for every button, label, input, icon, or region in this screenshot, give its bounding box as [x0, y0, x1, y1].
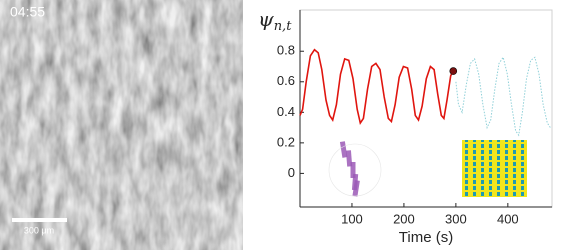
- x-tick-label: 300: [445, 211, 467, 226]
- y-label-symbol: ψ: [258, 7, 274, 31]
- timestamp: 04:55: [10, 4, 45, 20]
- series-line: [455, 56, 551, 137]
- current-point: [449, 67, 458, 75]
- plot: 0 0.2 0.4 0.6 0.8 100 200 300 400 Time (s) ψn,t: [258, 7, 553, 246]
- scale-bar: [12, 218, 67, 222]
- pattern-inset: [462, 140, 527, 197]
- x-tick-label: 400: [497, 211, 519, 226]
- x-tick-label: 100: [341, 211, 363, 226]
- y-tick-label: 0.2: [277, 134, 295, 149]
- y-tick-label: 0.4: [277, 104, 295, 119]
- rose-inset: [328, 141, 382, 197]
- x-axis-label: Time (s): [399, 229, 453, 246]
- scale-bar-label: 300 μm: [24, 225, 54, 235]
- rose-petal: [339, 141, 348, 158]
- y-axis-label: ψn,t: [258, 7, 292, 34]
- y-label-subscript: n,t: [274, 19, 293, 34]
- rose-petal: [350, 162, 356, 178]
- x-tick-label: 200: [393, 211, 415, 226]
- series-line: [299, 48, 454, 125]
- y-tick-label: 0.6: [277, 73, 295, 88]
- rose-ring: [328, 143, 382, 197]
- microscopy-image: 04:55 300 μm: [0, 0, 243, 250]
- y-tick-label: 0: [288, 165, 295, 180]
- y-tick-label: 0.8: [277, 43, 295, 58]
- rose-petal: [352, 180, 360, 197]
